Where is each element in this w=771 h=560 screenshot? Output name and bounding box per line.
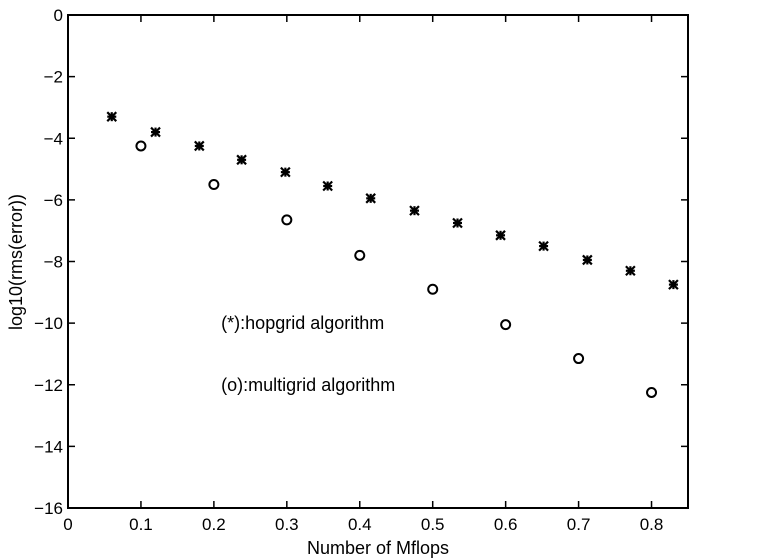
data-points [106, 111, 679, 398]
star-point [495, 230, 506, 241]
star-stroke [322, 180, 333, 192]
y-tick-label: 0 [54, 6, 63, 25]
star-point [452, 217, 463, 229]
y-tick-label: −2 [44, 68, 63, 87]
x-tick-label: 0 [63, 515, 72, 534]
x-tick-label: 0.3 [275, 515, 299, 534]
circle-point [281, 214, 293, 226]
star-stroke [409, 205, 420, 216]
x-tick-label: 0.2 [202, 515, 226, 534]
y-tick-labels: 0 −2 −4 −6 −8 −10 −12 −14 −16 [34, 6, 63, 518]
circle-point [573, 353, 585, 365]
circle-point [500, 319, 512, 331]
y-tick-label: −8 [44, 253, 63, 272]
star-stroke [495, 230, 506, 241]
star-stroke [194, 140, 205, 152]
circle-point [354, 249, 366, 261]
star-point [365, 193, 376, 204]
star-point [409, 205, 420, 216]
x-axis-label: Number of Mflops [307, 538, 449, 558]
star-point [538, 240, 549, 252]
star-point [322, 180, 333, 192]
x-tick-labels: 0 0.1 0.2 0.3 0.4 0.5 0.6 0.7 0.8 [63, 515, 663, 534]
circle-point [427, 283, 439, 295]
star-stroke [106, 111, 118, 122]
star-stroke [365, 193, 376, 204]
star-point [236, 154, 247, 166]
star-point [582, 254, 593, 266]
y-tick-label: −12 [34, 376, 63, 395]
star-stroke [538, 240, 549, 252]
annotation-text: (o):multigrid algorithm [221, 375, 395, 395]
star-point [150, 126, 161, 138]
axis-ticks [67, 14, 688, 509]
star-point [625, 265, 636, 277]
star-point [106, 111, 118, 122]
y-axis-label: log10(rms(error)) [6, 194, 26, 330]
x-tick-label: 0.4 [348, 515, 372, 534]
x-tick-label: 0.5 [421, 515, 445, 534]
circle-point [135, 140, 147, 152]
x-tick-label: 0.8 [640, 515, 664, 534]
x-tick-label: 0.1 [129, 515, 153, 534]
y-tick-label: −10 [34, 314, 63, 333]
star-point [668, 279, 679, 290]
y-tick-label: −16 [34, 499, 63, 518]
annotation-text: (*):hopgrid algorithm [221, 313, 384, 333]
star-point [194, 140, 205, 152]
star-stroke [452, 217, 463, 229]
star-stroke [280, 166, 291, 178]
circle-point [208, 178, 220, 190]
annotations: (*):hopgrid algorithm (o):multigrid algor… [221, 313, 395, 395]
star-point [280, 166, 291, 178]
star-stroke [625, 265, 636, 277]
x-tick-label: 0.7 [567, 515, 591, 534]
star-stroke [582, 254, 593, 266]
star-stroke [668, 279, 679, 290]
x-tick-label: 0.6 [494, 515, 518, 534]
y-tick-label: −4 [44, 129, 63, 148]
star-stroke [150, 126, 161, 138]
star-stroke [236, 154, 247, 166]
plot-frame [67, 14, 689, 509]
y-tick-label: −6 [44, 191, 63, 210]
y-tick-label: −14 [34, 437, 63, 456]
circle-point [646, 386, 658, 398]
